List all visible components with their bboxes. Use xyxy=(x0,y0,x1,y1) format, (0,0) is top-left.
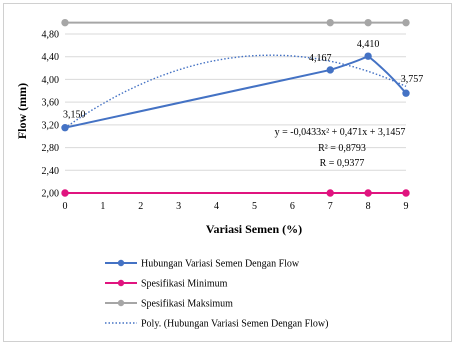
legend: Hubungan Variasi Semen Dengan Flow Spesif… xyxy=(105,259,328,330)
y-tick-label: 2,80 xyxy=(42,143,60,154)
data-point-maximum xyxy=(326,18,334,27)
x-tick-label: 8 xyxy=(366,201,371,212)
data-point-maximum xyxy=(364,18,372,27)
y-axis-label: Flow (mm) xyxy=(15,83,29,139)
x-tick-label: 1 xyxy=(100,201,105,212)
data-point-main xyxy=(364,52,372,60)
legend-item: Spesifikasi Maksimum xyxy=(105,299,233,310)
legend-label: Spesifikasi Minimum xyxy=(141,279,228,290)
y-tick-label: 2,00 xyxy=(42,189,60,200)
y-tick-label: 4,00 xyxy=(42,75,60,86)
data-point-maximum xyxy=(402,18,410,27)
data-label: 3,757 xyxy=(401,74,424,85)
data-point-main xyxy=(326,66,334,74)
x-tick-label: 0 xyxy=(63,201,68,212)
legend-label: Poly. (Hubungan Variasi Semen Dengan Flo… xyxy=(141,319,328,330)
series-line-main xyxy=(64,54,407,129)
x-tick-labels: 0 1 2 3 4 5 6 7 8 9 xyxy=(63,201,409,212)
x-tick-label: 2 xyxy=(138,201,143,212)
x-tick-label: 9 xyxy=(404,201,409,212)
y-tick-label: 4,80 xyxy=(42,30,60,41)
legend-swatch-marker xyxy=(117,259,125,267)
data-point-minimum xyxy=(402,189,410,197)
data-point-minimum xyxy=(61,189,69,197)
trendline-equation: y = -0,0433x² + 0,471x + 3,1457 R² = 0,87… xyxy=(275,127,406,169)
equation-line: R = 0,9377 xyxy=(320,158,365,169)
flow-chart: 2,00 2,40 2,80 3,20 3,60 4,00 4,40 4,80 0 1 2 3 4 5 6… xyxy=(15,18,423,330)
x-tick-label: 6 xyxy=(290,201,295,212)
chart-frame: 2,00 2,40 2,80 3,20 3,60 4,00 4,40 4,80 0 1 2 3 4 5 6… xyxy=(3,3,452,342)
data-point-main xyxy=(402,89,410,97)
x-tick-label: 7 xyxy=(328,201,333,212)
data-point-minimum xyxy=(364,189,372,197)
x-axis-label: Variasi Semen (%) xyxy=(206,222,302,236)
data-point-maximum xyxy=(61,18,69,27)
series-maximum xyxy=(61,18,410,27)
legend-label: Spesifikasi Maksimum xyxy=(141,299,233,310)
y-tick-labels: 2,00 2,40 2,80 3,20 3,60 4,00 4,40 4,80 xyxy=(42,30,60,200)
data-label: 4,167 xyxy=(309,53,332,64)
x-tick-label: 4 xyxy=(214,201,219,212)
x-tick-label: 3 xyxy=(176,201,181,212)
series-layer xyxy=(61,18,410,197)
legend-swatch-marker xyxy=(117,279,125,287)
x-tick-label: 5 xyxy=(252,201,257,212)
series-minimum xyxy=(61,189,410,197)
y-tick-label: 3,60 xyxy=(42,98,60,109)
legend-item: Spesifikasi Minimum xyxy=(105,279,228,290)
equation-line: y = -0,0433x² + 0,471x + 3,1457 xyxy=(275,127,406,138)
data-labels: 3,150 4,167 4,410 3,757 xyxy=(63,39,423,121)
gridlines xyxy=(65,33,406,194)
legend-item: Hubungan Variasi Semen Dengan Flow xyxy=(105,259,300,270)
data-label: 3,150 xyxy=(63,110,86,121)
series-main xyxy=(61,52,410,132)
trendline xyxy=(64,54,407,129)
legend-swatch-marker xyxy=(117,299,125,307)
y-tick-label: 3,20 xyxy=(42,120,60,131)
y-tick-label: 4,40 xyxy=(42,52,60,63)
trendline-layer xyxy=(64,54,407,129)
data-label: 4,410 xyxy=(357,39,380,50)
y-tick-label: 2,40 xyxy=(42,166,60,177)
data-point-minimum xyxy=(326,189,334,197)
legend-item: Poly. (Hubungan Variasi Semen Dengan Flo… xyxy=(105,319,328,330)
legend-label: Hubungan Variasi Semen Dengan Flow xyxy=(141,259,300,270)
data-point-main xyxy=(61,123,69,132)
equation-line: R² = 0,8793 xyxy=(318,143,366,154)
